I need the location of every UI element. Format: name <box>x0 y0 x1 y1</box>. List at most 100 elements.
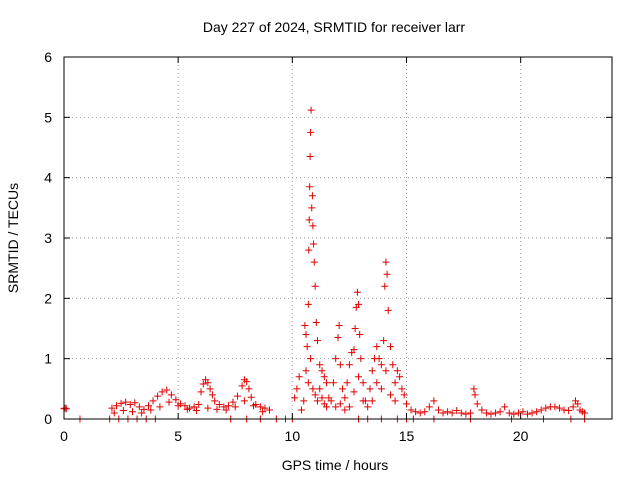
data-point <box>482 409 490 417</box>
data-point <box>318 394 326 402</box>
y-tick-label: 1 <box>44 351 52 367</box>
data-point <box>510 410 518 418</box>
data-point <box>295 373 303 381</box>
data-point <box>375 355 383 363</box>
data-point <box>195 401 203 409</box>
data-point <box>240 397 248 405</box>
data-point <box>140 405 148 413</box>
data-point <box>310 240 318 248</box>
x-tick-label: 0 <box>60 428 68 444</box>
data-point <box>312 318 320 326</box>
data-point <box>542 404 550 412</box>
data-point <box>247 393 255 401</box>
y-tick-label: 3 <box>44 230 52 246</box>
data-point <box>412 408 420 416</box>
data-point <box>231 403 239 411</box>
data-point <box>551 403 559 411</box>
data-point <box>528 409 536 417</box>
data-point <box>316 361 324 369</box>
data-point <box>537 406 545 414</box>
data-point <box>334 334 342 342</box>
y-tick-label: 4 <box>44 170 52 186</box>
data-point <box>213 405 221 413</box>
x-tick-label: 5 <box>174 428 182 444</box>
data-point <box>389 361 397 369</box>
data-point <box>303 343 311 351</box>
data-point <box>391 379 399 387</box>
data-point <box>138 409 146 417</box>
y-tick-label: 0 <box>44 411 52 427</box>
data-point <box>297 406 305 414</box>
data-point <box>332 355 340 363</box>
data-point <box>144 402 152 410</box>
data-point <box>355 300 363 308</box>
x-axis-tick-labels: 0 5 10 15 20 <box>60 428 529 444</box>
data-point <box>307 128 315 136</box>
data-point <box>357 355 365 363</box>
data-point <box>307 106 315 114</box>
data-point <box>453 407 461 415</box>
data-point <box>181 402 189 410</box>
data-point <box>192 407 200 415</box>
x-tick-label: 20 <box>513 428 529 444</box>
data-point <box>350 388 358 396</box>
data-point <box>199 380 207 388</box>
data-point <box>266 406 273 414</box>
data-point <box>377 361 385 369</box>
data-point <box>117 399 125 407</box>
data-point <box>293 385 301 393</box>
data-point <box>211 397 219 405</box>
data-point <box>305 216 313 224</box>
data-point <box>444 408 452 416</box>
data-point <box>238 382 246 390</box>
data-point <box>131 399 139 407</box>
data-point <box>364 403 372 411</box>
axis-ticks <box>63 56 612 420</box>
data-point <box>336 361 344 369</box>
data-point <box>343 379 351 387</box>
data-point <box>368 397 376 405</box>
data-point <box>320 373 328 381</box>
data-point <box>345 361 353 369</box>
data-point <box>311 282 319 290</box>
data-point <box>380 337 388 345</box>
data-point <box>163 386 171 394</box>
data-point <box>204 404 212 412</box>
data-point <box>302 367 310 375</box>
x-tick-label: 10 <box>285 428 301 444</box>
data-point <box>172 396 180 404</box>
chart-title: Day 227 of 2024, SRMTID for receiver lar… <box>203 19 466 35</box>
data-point <box>234 392 242 400</box>
data-point <box>341 394 349 402</box>
data-point <box>165 398 173 406</box>
data-point <box>462 410 470 418</box>
x-axis-label: GPS time / hours <box>282 457 389 473</box>
data-point <box>373 379 381 387</box>
data-point <box>156 403 164 411</box>
data-point <box>350 346 358 354</box>
data-point <box>183 405 191 413</box>
data-point <box>359 379 367 387</box>
data-point <box>581 409 589 417</box>
data-point <box>519 408 527 416</box>
data-point <box>355 373 363 381</box>
data-point <box>291 394 299 402</box>
data-point <box>473 400 481 408</box>
data-point <box>382 258 390 266</box>
data-point <box>323 379 331 387</box>
data-point <box>190 403 198 411</box>
data-point <box>496 408 504 416</box>
data-point <box>126 401 134 409</box>
data-point <box>471 391 479 399</box>
data-point <box>122 398 130 406</box>
y-tick-label: 5 <box>44 109 52 125</box>
data-point <box>421 408 429 416</box>
data-point <box>383 270 391 278</box>
data-point <box>555 404 563 412</box>
data-point <box>256 403 264 411</box>
data-point <box>492 409 500 417</box>
data-point <box>208 391 216 399</box>
data-point <box>470 385 478 393</box>
data-point <box>514 409 522 417</box>
